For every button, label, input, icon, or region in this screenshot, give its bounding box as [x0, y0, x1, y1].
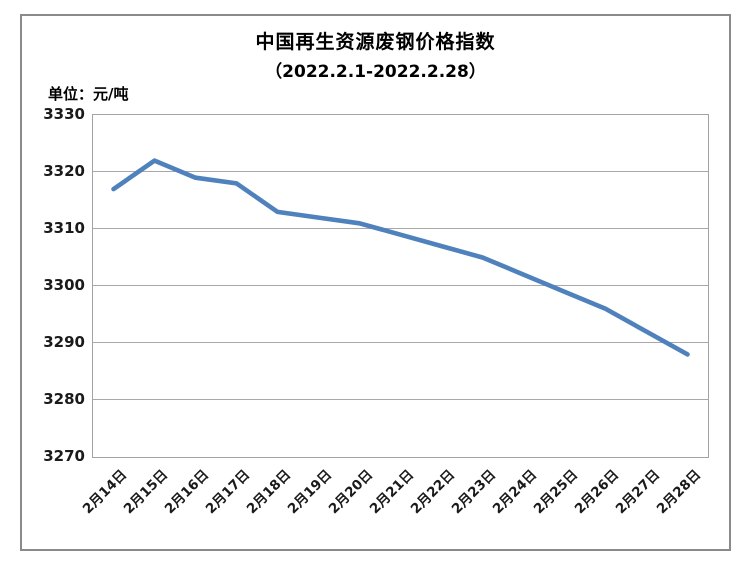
gridline [93, 228, 708, 230]
y-axis-tick-label: 3270 [43, 447, 85, 465]
gridline [93, 399, 708, 401]
gridline [93, 285, 708, 287]
y-axis-tick-label: 3280 [43, 390, 85, 408]
y-axis-tick-label: 3330 [43, 105, 85, 123]
plot-area [92, 114, 709, 458]
unit-label: 单位：元/吨 [48, 85, 129, 103]
y-axis-tick-label: 3300 [43, 276, 85, 294]
gridline [93, 171, 708, 173]
y-axis-tick-label: 3310 [43, 219, 85, 237]
y-axis-tick-label: 3290 [43, 333, 85, 351]
gridline [93, 342, 708, 344]
y-axis-tick-label: 3320 [43, 162, 85, 180]
chart-title: 中国再生资源废钢价格指数 [255, 31, 496, 53]
line-chart-canvas [111, 158, 690, 357]
chart-subtitle: （2022.2.1-2022.2.28） [265, 62, 486, 82]
price-index-line [111, 158, 690, 357]
